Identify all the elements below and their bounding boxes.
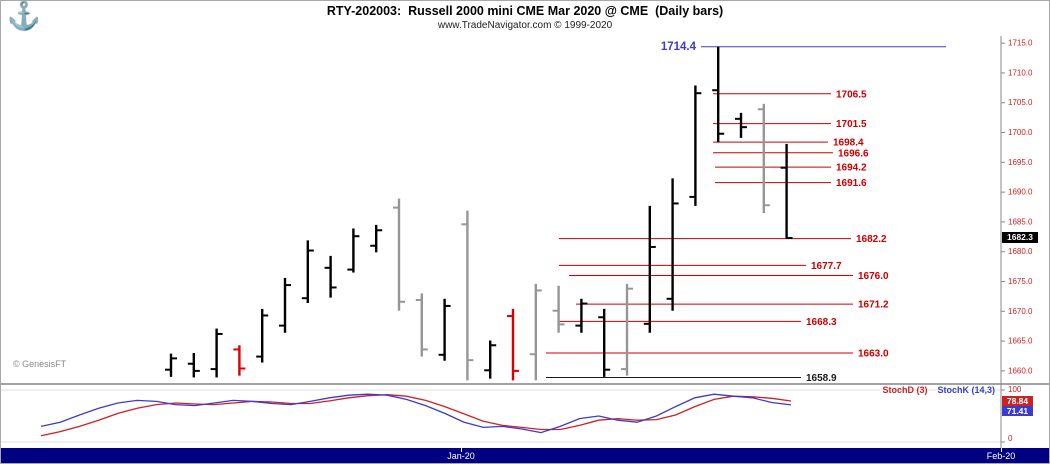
stoch-legend: StochD (3) StochK (14,3)	[882, 385, 995, 395]
y-axis-label: 1690.0	[1008, 188, 1033, 197]
level-label: 1694.2	[836, 163, 867, 174]
stochd-legend-label: StochD (3)	[882, 385, 928, 395]
tradenavigator-logo: ⚓	[7, 1, 41, 33]
time-axis-label-feb: Feb-20	[986, 451, 1016, 461]
level-label: 1668.3	[806, 317, 837, 328]
genesis-watermark: © GenesisFT	[13, 359, 67, 369]
level-label: 1691.6	[836, 178, 867, 189]
y-axis-label: 1680.0	[1008, 247, 1033, 256]
stochk-value-badge: 71.41	[1002, 406, 1033, 416]
level-label: 1658.9	[806, 373, 837, 384]
time-axis-tick	[1001, 448, 1002, 452]
y-axis-label: 1705.0	[1008, 98, 1033, 107]
level-label: 1698.4	[833, 138, 864, 149]
time-axis-tick	[461, 448, 462, 452]
y-axis-label: 1715.0	[1008, 39, 1033, 48]
level-label: 1706.5	[836, 89, 867, 100]
level-label: 1677.7	[811, 261, 842, 272]
level-label: 1671.2	[858, 300, 889, 311]
stoch-axis-label-0: 0	[1008, 434, 1013, 443]
time-axis-label-jan: Jan-20	[447, 451, 475, 461]
level-label: 1676.0	[858, 271, 889, 282]
stoch-axis-label-100: 100	[1008, 385, 1022, 394]
last-price-badge: 1682.3	[1002, 232, 1038, 243]
y-axis-label: 1695.0	[1008, 158, 1033, 167]
y-axis-label: 1710.0	[1008, 68, 1033, 77]
level-label: 1682.2	[856, 234, 887, 245]
y-axis-label: 1675.0	[1008, 277, 1033, 286]
y-axis-label: 1685.0	[1008, 217, 1033, 226]
anchor-icon: ⚓	[7, 1, 41, 31]
level-label: 1714.4	[661, 41, 697, 53]
y-axis-label: 1665.0	[1008, 337, 1033, 346]
stochd-line	[40, 394, 792, 437]
chart-title: RTY-202003: Russell 2000 mini CME Mar 20…	[326, 4, 724, 18]
stochd-value-badge: 78.84	[1002, 396, 1033, 406]
stochk-line	[40, 393, 792, 434]
level-label: 1696.6	[838, 148, 869, 159]
level-label: 1701.5	[836, 119, 867, 130]
stochk-legend-label: StochK (14,3)	[937, 385, 995, 395]
y-axis-label: 1700.0	[1008, 128, 1033, 137]
chart-subtitle: www.TradeNavigator.com © 1999-2020	[437, 20, 613, 31]
time-axis[interactable]: Jan-20 Feb-20	[1, 448, 1049, 463]
y-axis-label: 1670.0	[1008, 307, 1033, 316]
level-label: 1663.0	[858, 349, 889, 360]
y-axis-label: 1660.0	[1008, 366, 1033, 375]
